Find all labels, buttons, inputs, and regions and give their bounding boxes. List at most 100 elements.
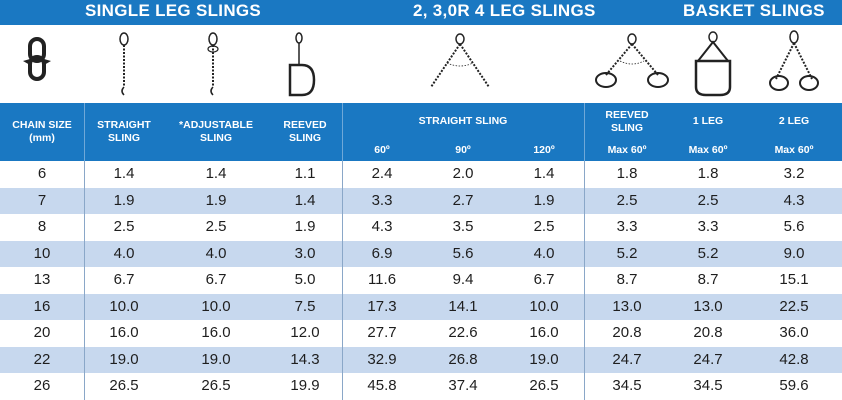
wll-value-cell: 24.7 xyxy=(612,350,642,368)
wll-value-cell: 1.8 xyxy=(697,165,719,182)
chain-size-cell: 6 xyxy=(37,165,47,182)
wll-value-cell: 1.9 xyxy=(113,191,135,209)
wll-value-cell: 7.5 xyxy=(294,297,316,315)
wll-value-cell: 1.9 xyxy=(533,191,555,209)
chain-size-cell: 10 xyxy=(33,244,51,262)
wll-value-cell: 24.7 xyxy=(693,350,723,368)
wll-value-cell: 3.3 xyxy=(697,218,719,235)
wll-value-cell: 2.0 xyxy=(452,165,474,182)
wll-value-cell: 4.0 xyxy=(205,244,227,262)
wll-value-cell: 34.5 xyxy=(612,377,642,394)
table-row: 13 6.7 6.7 5.0 11.6 9.4 6.7 8.7 8.7 15.1 xyxy=(0,267,842,293)
single-leg-slings-title: SINGLE LEG SLINGS xyxy=(85,1,262,20)
chain-size-header: CHAIN SIZE (mm) xyxy=(0,115,84,149)
wll-value-cell: 5.6 xyxy=(452,244,474,262)
wll-value-cell: 26.5 xyxy=(201,377,231,394)
chain-size-cell: 26 xyxy=(33,377,51,394)
wll-value-cell: 5.0 xyxy=(294,271,316,288)
table-row: 7 1.9 1.9 1.4 3.3 2.7 1.9 2.5 2.5 4.3 xyxy=(0,187,842,214)
wll-value-cell: 20.8 xyxy=(612,324,642,341)
wll-value-cell: 3.5 xyxy=(452,218,474,235)
wll-value-cell: 13.0 xyxy=(612,297,642,315)
chain-size-cell: 22 xyxy=(33,350,51,368)
wll-value-cell: 37.4 xyxy=(448,377,478,394)
wll-value-cell: 45.8 xyxy=(367,377,397,394)
header-divider xyxy=(342,103,343,161)
chain-size-cell: 7 xyxy=(37,191,47,209)
angle-120-header: 120º xyxy=(533,143,555,156)
wll-value-cell: 4.3 xyxy=(783,191,805,209)
wll-value-cell: 5.2 xyxy=(616,244,638,262)
wll-value-cell: 1.4 xyxy=(294,191,316,209)
wll-value-cell: 10.0 xyxy=(201,297,231,315)
wll-value-cell: 6.7 xyxy=(533,271,555,288)
chain-size-cell: 20 xyxy=(33,324,51,341)
column-divider xyxy=(584,161,585,400)
wll-value-cell: 22.5 xyxy=(779,297,809,315)
basket-reeved-header: REEVED SLING xyxy=(584,107,670,137)
wll-value-cell: 42.8 xyxy=(779,350,809,368)
wll-value-cell: 6.7 xyxy=(113,271,135,288)
table-row: 16 10.0 10.0 7.5 17.3 14.1 10.0 13.0 13.0 22.5 xyxy=(0,293,842,320)
basket-2leg-header: 2 LEG xyxy=(778,114,810,127)
table-row: 8 2.5 2.5 1.9 4.3 3.5 2.5 3.3 3.3 5.6 xyxy=(0,214,842,240)
wll-value-cell: 2.7 xyxy=(452,191,474,209)
wll-value-cell: 2.4 xyxy=(371,165,393,182)
wll-value-cell: 14.1 xyxy=(448,297,478,315)
wll-value-cell: 2.5 xyxy=(616,191,638,209)
wll-value-cell: 16.0 xyxy=(529,324,559,341)
wll-value-cell: 1.9 xyxy=(294,218,316,235)
basket-1leg-header: 1 LEG xyxy=(692,114,724,127)
wll-value-cell: 3.3 xyxy=(371,191,393,209)
wll-value-cell: 36.0 xyxy=(779,324,809,341)
basket-2-leg-icon xyxy=(769,30,819,91)
basket-1-leg-icon xyxy=(694,31,732,97)
multi-leg-sling-icon xyxy=(430,33,490,88)
wll-value-cell: 34.5 xyxy=(693,377,723,394)
wll-value-cell: 4.0 xyxy=(533,244,555,262)
wll-value-cell: 3.3 xyxy=(616,218,638,235)
wll-value-cell: 3.2 xyxy=(783,165,805,182)
wll-value-cell: 2.5 xyxy=(113,218,135,235)
wll-value-cell: 16.0 xyxy=(109,324,139,341)
chain-size-unit: (mm) xyxy=(29,132,55,144)
wll-value-cell: 19.0 xyxy=(529,350,559,368)
reeved-label-2: SLING xyxy=(288,132,322,144)
wll-value-cell: 1.4 xyxy=(533,165,555,182)
wll-value-cell: 15.1 xyxy=(779,271,809,288)
angle-90-header: 90º xyxy=(455,143,471,156)
wll-value-cell: 4.0 xyxy=(113,244,135,262)
wll-value-cell: 59.6 xyxy=(779,377,809,394)
wll-value-cell: 2.5 xyxy=(697,191,719,209)
wll-value-cell: 19.0 xyxy=(109,350,139,368)
wll-value-cell: 32.9 xyxy=(367,350,397,368)
wll-value-cell: 1.1 xyxy=(294,165,316,182)
wll-value-cell: 17.3 xyxy=(367,297,397,315)
table-row: 26 26.5 26.5 19.9 45.8 37.4 26.5 34.5 34.5 59.6 xyxy=(0,373,842,399)
basket-2leg-max: Max 60º xyxy=(774,143,814,156)
basket-reeved-max: Max 60º xyxy=(607,143,647,156)
wll-value-cell: 22.6 xyxy=(448,324,478,341)
wll-value-cell: 19.9 xyxy=(290,377,320,394)
wll-value-cell: 14.3 xyxy=(290,350,320,368)
basket-slings-title: BASKET SLINGS xyxy=(683,1,825,20)
wll-value-cell: 13.0 xyxy=(693,297,723,315)
multi-straight-sling-header: STRAIGHT SLING xyxy=(418,114,508,127)
wll-value-cell: 12.0 xyxy=(290,324,320,341)
wll-value-cell: 3.0 xyxy=(294,244,316,262)
table-row: 10 4.0 4.0 3.0 6.9 5.6 4.0 5.2 5.2 9.0 xyxy=(0,240,842,267)
table-row: 22 19.0 19.0 14.3 32.9 26.8 19.0 24.7 24.7 42.8 xyxy=(0,346,842,373)
straight-sling-icon xyxy=(119,32,129,96)
wll-value-cell: 6.9 xyxy=(371,244,393,262)
multi-leg-slings-title: 2, 3,0R 4 LEG SLINGS xyxy=(413,1,596,20)
wll-value-cell: 4.3 xyxy=(371,218,393,235)
angle-60-header: 60º xyxy=(374,143,390,156)
wll-value-cell: 26.5 xyxy=(529,377,559,394)
table-row: 20 16.0 16.0 12.0 27.7 22.6 16.0 20.8 20.8 36.0 xyxy=(0,320,842,346)
adjustable-sling-header: *ADJUSTABLE SLING xyxy=(164,115,268,149)
wll-value-cell: 10.0 xyxy=(529,297,559,315)
column-divider xyxy=(84,161,85,400)
wll-value-cell: 10.0 xyxy=(109,297,139,315)
wll-value-cell: 1.9 xyxy=(205,191,227,209)
wll-value-cell: 2.5 xyxy=(205,218,227,235)
